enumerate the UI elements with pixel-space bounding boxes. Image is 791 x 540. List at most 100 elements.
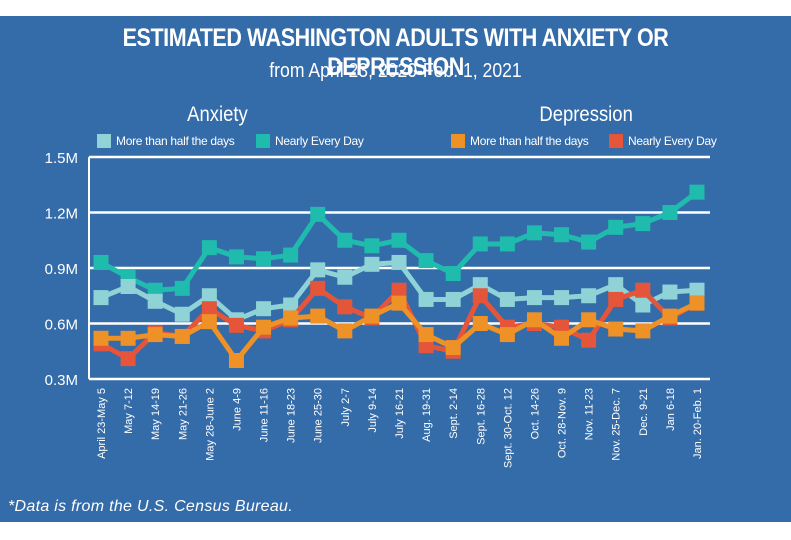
legend-label: More than half the days [116,134,235,148]
data-point [689,282,705,298]
x-tick-label: June 18-23 [286,388,298,443]
y-tick-label: 1.5M [45,150,78,167]
data-point [581,234,597,250]
legend-group-anxiety: Anxiety [187,103,248,126]
data-point [93,254,109,270]
data-point [256,251,272,267]
data-point [662,205,678,220]
data-point [472,288,488,304]
legend-swatch [609,134,623,148]
data-point [283,297,299,313]
legend-group-depression: Depression [539,103,633,126]
data-point [310,308,326,324]
data-point [364,238,380,254]
data-point [581,332,597,348]
data-point [499,236,515,252]
x-tick-label: Oct. 28-Nov. 9 [557,388,569,458]
x-tick-label: Jan 6-18 [665,388,677,431]
x-tick-label: May 21-26 [177,388,189,440]
data-point [689,184,705,200]
data-point [201,288,217,304]
legend-swatch [451,134,465,148]
data-point [147,293,163,309]
data-point [445,266,461,282]
data-point [120,279,136,294]
x-tick-label: May 7-12 [123,388,135,434]
data-point [310,280,326,296]
data-point [174,280,190,296]
x-tick-label: June 11-16 [259,388,271,442]
x-tick-label: Oct. 14-26 [529,388,541,439]
data-point [689,295,705,311]
data-point [120,330,136,346]
data-point [174,328,190,344]
y-tick-label: 0.6M [45,317,78,334]
x-tick-label: April 23-May 5 [96,388,108,459]
data-point [283,310,299,326]
data-point [554,290,570,306]
x-tick-label: Dec. 9-21 [638,388,650,436]
legend-swatch [97,134,111,148]
y-tick-label: 0.3M [45,372,78,389]
data-point [337,299,353,315]
data-point [201,301,217,317]
y-tick-label: 1.2M [45,206,78,223]
data-point [608,321,624,337]
data-point [310,262,326,278]
x-tick-label: Sept. 16-28 [475,388,487,445]
data-point [554,330,570,346]
data-point [174,306,190,322]
x-tick-label: Jan. 20-Feb. 1 [692,388,704,459]
legend-label: Nearly Every Day [275,134,364,148]
data-point [391,295,407,311]
x-tick-label: June 4-9 [231,388,243,431]
data-point [228,317,244,333]
y-tick-label: 0.9M [45,261,78,278]
data-point [526,290,542,306]
footnote: *Data is from the U.S. Census Bureau. [8,498,293,515]
data-point [662,284,678,300]
data-point [201,240,217,256]
x-tick-label: July 2-7 [340,388,352,427]
data-point [418,327,434,343]
x-tick-label: Sept. 30-Oct. 12 [502,388,514,468]
data-point [499,291,515,307]
data-point [418,253,434,269]
x-tick-label: Sept. 2-14 [448,388,460,439]
data-point [662,308,678,324]
x-tick-label: Nov. 25-Dec. 7 [611,388,623,461]
data-point [283,247,299,263]
chart-title: ESTIMATED WASHINGTON ADULTS WITH ANXIETY… [122,24,669,81]
data-point [635,297,651,313]
data-point [391,282,407,298]
x-axis: April 23-May 5 May 7-12 May 14-19 May 21-26… [96,388,704,468]
x-tick-label: July 16-21 [394,388,406,439]
data-point [391,254,407,270]
data-point [364,256,380,272]
data-point [554,227,570,243]
data-point [364,308,380,324]
data-point [445,291,461,307]
x-tick-label: June 25-30 [313,388,325,443]
data-point [391,232,407,248]
data-point [93,330,109,346]
data-point [228,249,244,265]
x-tick-label: May 28-June 2 [204,388,216,461]
data-point [147,327,163,343]
data-point [310,206,326,222]
x-tick-label: Aug. 19-31 [421,388,433,442]
data-point [418,291,434,307]
data-point [472,236,488,252]
legend-item-depression-half: More than half the days [451,134,589,148]
data-point [608,291,624,307]
data-point [608,277,624,293]
legend-swatch [256,134,270,148]
legend-label: Nearly Every Day [628,134,717,148]
data-point [608,219,624,235]
data-point [499,327,515,343]
data-point [201,314,217,330]
data-point [256,301,272,317]
legend-item-anxiety-half: More than half the days [97,134,235,148]
data-point [635,323,651,339]
